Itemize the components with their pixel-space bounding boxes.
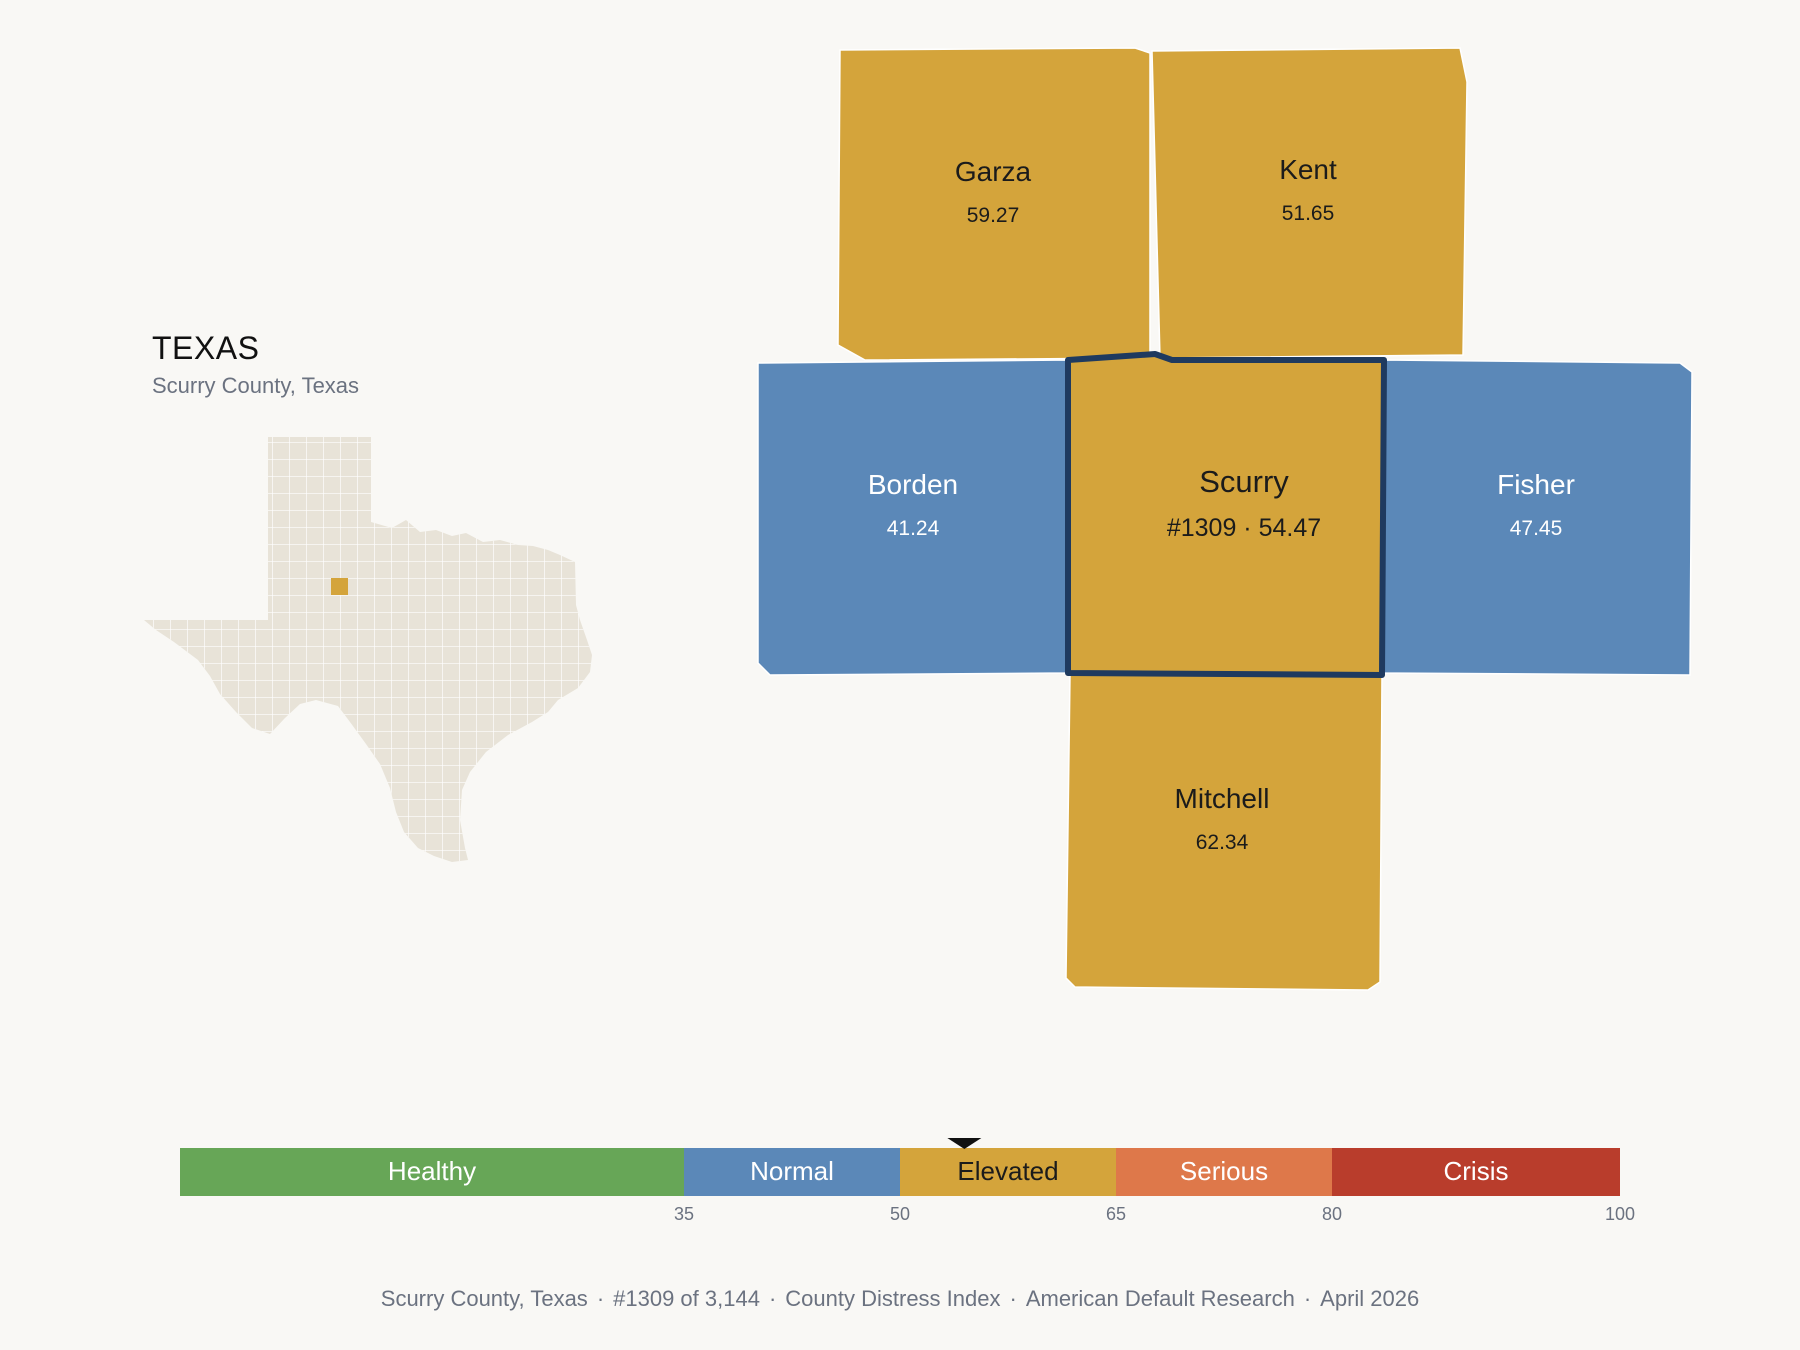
footer-rank: #1309 of 3,144 <box>613 1286 760 1311</box>
county-kent <box>1151 47 1468 359</box>
county-name-garza: Garza <box>955 156 1032 187</box>
scale-segment-healthy <box>180 1148 684 1196</box>
county-borden <box>757 359 1069 676</box>
neighbor-county-map: Garza 59.27 Kent 51.65 Borden 41.24 Scurry #130… <box>757 47 1693 991</box>
county-name-scurry: Scurry <box>1199 464 1289 499</box>
state-name: TEXAS <box>152 330 260 366</box>
texas-locator-map <box>144 437 592 862</box>
county-name-kent: Kent <box>1279 154 1337 185</box>
footer-index: County Distress Index <box>785 1286 1001 1311</box>
county-name-borden: Borden <box>868 469 958 500</box>
scale-segment-crisis <box>1332 1148 1620 1196</box>
scale-marker-icon <box>947 1138 982 1149</box>
county-value-garza: 59.27 <box>967 204 1020 227</box>
scale-label-elevated: Elevated <box>957 1156 1058 1186</box>
scale-tick-35: 35 <box>674 1204 694 1224</box>
county-name-fisher: Fisher <box>1497 469 1575 500</box>
footer-source: American Default Research <box>1025 1286 1295 1311</box>
scale-label-normal: Normal <box>750 1156 834 1186</box>
distress-scale: Healthy Normal Elevated Serious Crisis 35 50 6… <box>180 1138 1635 1224</box>
footer: Scurry County, Texas · #1309 of 3,144 · Coun… <box>380 1286 1420 1311</box>
county-value-kent: 51.65 <box>1282 202 1335 225</box>
footer-date: April 2026 <box>1320 1286 1420 1311</box>
county-value-fisher: 47.45 <box>1510 517 1563 540</box>
scale-segment-serious <box>1116 1148 1332 1196</box>
state-subtitle: Scurry County, Texas <box>152 373 360 398</box>
county-value-borden: 41.24 <box>887 517 940 540</box>
scale-segment-normal <box>684 1148 900 1196</box>
scurry-locator-marker <box>331 578 348 595</box>
scale-tick-80: 80 <box>1322 1204 1342 1224</box>
county-value-mitchell: 62.34 <box>1196 831 1249 854</box>
scale-tick-65: 65 <box>1106 1204 1126 1224</box>
scale-label-crisis: Crisis <box>1444 1156 1509 1186</box>
scale-label-serious: Serious <box>1180 1156 1268 1186</box>
scale-tick-100: 100 <box>1605 1204 1635 1224</box>
county-name-mitchell: Mitchell <box>1175 783 1270 814</box>
scurry-focus-outline <box>1065 351 1387 678</box>
scale-label-healthy: Healthy <box>388 1156 476 1186</box>
footer-county: Scurry County, Texas <box>380 1286 588 1311</box>
state-title-block: TEXAS Scurry County, Texas <box>152 330 359 399</box>
scale-segment-elevated <box>900 1148 1116 1196</box>
scale-tick-50: 50 <box>890 1204 910 1224</box>
county-value-scurry: #1309 · 54.47 <box>1167 514 1321 542</box>
